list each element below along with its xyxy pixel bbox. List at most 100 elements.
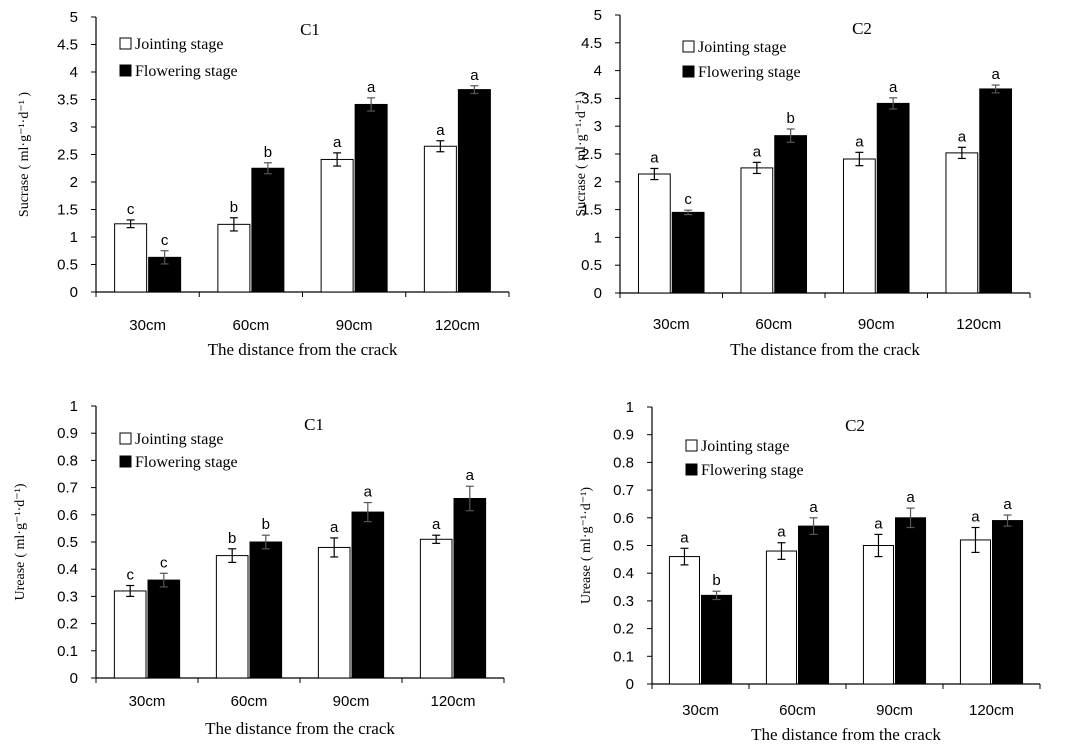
x-category-label: 60cm (755, 316, 792, 333)
bar-flowering-stage (453, 497, 487, 679)
y-tick-label: 3 (70, 119, 78, 136)
y-tick-label: 0.8 (613, 454, 634, 471)
significance-letter: c (684, 191, 692, 208)
x-category-label: 30cm (682, 702, 719, 719)
bar-flowering-stage (798, 525, 830, 685)
legend-label: Flowering stage (135, 63, 238, 80)
y-axis-title-unit: ( ml·g⁻¹·d⁻¹ ) (17, 92, 32, 170)
y-tick-label: 1.5 (581, 202, 602, 219)
significance-letter: c (126, 567, 134, 584)
y-tick-label: 0.1 (57, 643, 78, 660)
x-category-label: 60cm (231, 693, 268, 710)
y-tick-label: 5 (70, 9, 78, 26)
significance-letter: b (712, 572, 720, 589)
bar-jointing-stage (740, 167, 774, 294)
bar-jointing-stage (637, 173, 671, 294)
bar-jointing-stage (959, 539, 991, 685)
significance-letter: c (160, 554, 168, 571)
y-tick-label: 0.7 (57, 480, 78, 497)
legend-swatch-jointing (685, 439, 698, 452)
legend-label: Flowering stage (698, 64, 801, 81)
y-tick-label: 3 (594, 118, 602, 135)
significance-letter: b (786, 110, 794, 127)
y-tick-label: 2 (594, 174, 602, 191)
x-category-label: 90cm (876, 702, 913, 719)
bar-flowering-stage (249, 541, 283, 679)
bar-jointing-stage (842, 158, 876, 294)
y-axis-title: Sucrase ( ml·g⁻¹·d⁻¹ ) (574, 91, 589, 216)
y-axis-title-main: Urease (579, 565, 594, 604)
legend-swatch-flowering (119, 455, 132, 468)
y-tick-label: 0.3 (57, 588, 78, 605)
panel-title: C1 (304, 415, 324, 434)
chart-panel: 0 0.5 1 1.5 2 2.5 3 3.5 4 4.5 5 c c 30cm b b 60cm a a 90cm a… (17, 9, 510, 359)
x-category-label: 90cm (336, 317, 373, 334)
legend-label: Flowering stage (701, 462, 804, 479)
x-axis-title: The distance from the crack (730, 340, 920, 359)
significance-letter: a (889, 79, 898, 96)
y-tick-label: 4.5 (57, 37, 78, 54)
significance-letter: a (906, 489, 915, 506)
panel-title: C2 (845, 416, 865, 435)
significance-letter: a (991, 66, 1000, 83)
x-category-label: 90cm (858, 316, 895, 333)
legend-label: Jointing stage (135, 431, 223, 448)
y-tick-label: 0.5 (613, 538, 634, 555)
legend-swatch-flowering (682, 65, 695, 78)
bar-flowering-stage (876, 102, 910, 294)
y-tick-label: 0.2 (57, 616, 78, 633)
y-tick-label: 4 (594, 63, 602, 80)
x-category-label: 120cm (430, 693, 475, 710)
y-tick-label: 0 (594, 285, 602, 302)
bar-jointing-stage (423, 145, 457, 293)
x-category-label: 60cm (779, 702, 816, 719)
x-category-label: 30cm (129, 693, 166, 710)
y-tick-label: 0.6 (613, 510, 634, 527)
significance-letter: a (753, 143, 762, 160)
y-tick-label: 2 (70, 174, 78, 191)
x-category-label: 90cm (333, 693, 370, 710)
legend-swatch-flowering (685, 463, 698, 476)
legend-swatch-jointing (682, 40, 695, 53)
y-tick-label: 4 (70, 64, 78, 81)
panel-title: C1 (300, 20, 320, 39)
panel-title: C2 (852, 19, 872, 38)
y-tick-label: 3.5 (57, 92, 78, 109)
y-tick-label: 0.9 (57, 425, 78, 442)
legend-swatch-jointing (119, 432, 132, 445)
y-axis-title: Urease ( ml·g⁻¹·d⁻¹) (13, 483, 28, 600)
legend-label: Jointing stage (135, 36, 223, 53)
significance-letter: a (650, 149, 659, 166)
y-axis-title-main: Urease (13, 562, 28, 601)
y-tick-label: 0.8 (57, 452, 78, 469)
y-tick-label: 0.5 (57, 534, 78, 551)
y-tick-label: 0.4 (613, 565, 634, 582)
y-tick-label: 0 (626, 676, 634, 693)
bar-flowering-stage (147, 579, 181, 679)
bar-flowering-stage (251, 167, 285, 293)
y-tick-label: 1 (626, 399, 634, 416)
significance-letter: a (330, 519, 339, 536)
x-category-label: 30cm (653, 316, 690, 333)
legend-swatch-jointing (119, 37, 132, 50)
bar-flowering-stage (351, 511, 385, 679)
bar-jointing-stage (765, 550, 797, 685)
significance-letter: a (874, 515, 883, 532)
y-axis-title-unit: ( ml·g⁻¹·d⁻¹ ) (574, 91, 589, 169)
bar-jointing-stage (862, 545, 894, 685)
chart-panel: 0 0.1 0.2 0.3 0.4 0.5 0.6 0.7 0.8 0.9 1 c c 30cm b b 60c… (13, 398, 505, 738)
significance-letter: a (958, 128, 967, 145)
legend-swatch-flowering (119, 64, 132, 77)
bar-flowering-stage (979, 88, 1013, 294)
y-tick-label: 0.1 (613, 648, 634, 665)
significance-letter: a (680, 529, 689, 546)
significance-letter: a (367, 79, 376, 96)
significance-letter: a (470, 67, 479, 84)
x-category-label: 120cm (435, 317, 480, 334)
bar-jointing-stage (215, 555, 249, 679)
significance-letter: a (777, 524, 786, 541)
y-tick-label: 2.5 (581, 146, 602, 163)
bar-flowering-stage (895, 517, 927, 685)
y-axis-title-unit: ( ml·g⁻¹·d⁻¹) (13, 483, 28, 557)
